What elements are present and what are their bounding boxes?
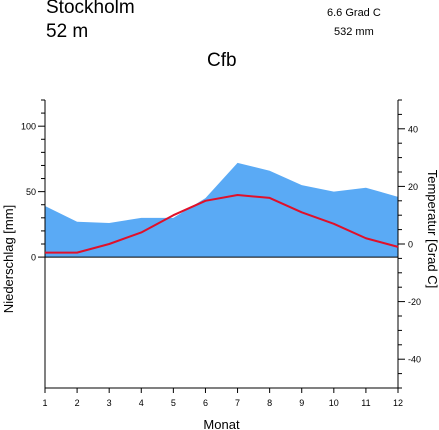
x-tick-label: 9 — [299, 398, 304, 408]
x-tick-label: 12 — [393, 398, 403, 408]
x-tick-label: 2 — [75, 398, 80, 408]
annual-precipitation: 532 mm — [334, 26, 374, 38]
x-tick-label: 3 — [107, 398, 112, 408]
right-axis-title: Temperatur [Grad C] — [425, 170, 439, 289]
climate-classification: Cfb — [207, 50, 237, 71]
label-layer: Monat Niederschlag [mm] Temperatur [Grad C… — [1, 170, 439, 430]
precipitation-layer — [45, 162, 398, 258]
temperature-line — [45, 194, 399, 254]
left-axis-title: Niederschlag [mm] — [1, 205, 16, 313]
right-tick-label: -20 — [408, 297, 421, 307]
right-tick-label: 0 — [408, 240, 413, 250]
x-tick-label: 1 — [42, 398, 47, 408]
mean-temperature: 6.6 Grad C — [327, 7, 381, 19]
temperature-layer — [45, 194, 399, 254]
left-tick-label: 50 — [26, 187, 36, 197]
left-tick-label: 100 — [21, 122, 36, 132]
x-tick-label: 7 — [235, 398, 240, 408]
right-tick-label: 20 — [408, 182, 418, 192]
x-tick-label: 11 — [361, 398, 370, 408]
x-axis-title: Monat — [203, 417, 240, 430]
station-elevation: 52 m — [46, 21, 89, 42]
x-tick-label: 10 — [329, 398, 339, 408]
x-tick-label: 4 — [139, 398, 144, 408]
precipitation-area — [45, 162, 398, 258]
x-tick-label: 5 — [171, 398, 176, 408]
right-tick-label: -40 — [408, 355, 421, 365]
right-tick-label: 40 — [408, 124, 418, 134]
left-tick-label: 0 — [31, 253, 36, 263]
x-tick-label: 6 — [203, 398, 208, 408]
x-tick-label: 8 — [267, 398, 272, 408]
station-name: Stockholm — [46, 0, 135, 18]
